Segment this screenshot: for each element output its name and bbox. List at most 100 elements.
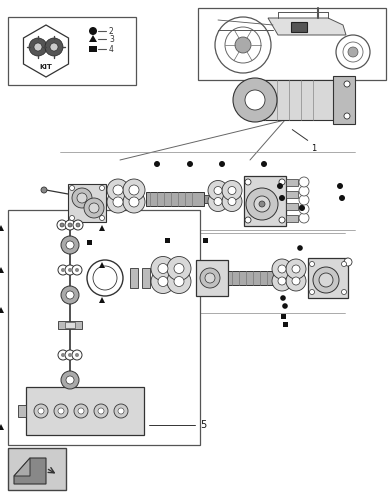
Circle shape [61,371,79,389]
Circle shape [310,290,314,294]
Bar [286,203,298,210]
Circle shape [54,404,68,418]
Circle shape [225,27,261,63]
Circle shape [279,179,285,185]
Circle shape [344,258,352,266]
Bar [283,322,289,326]
Circle shape [77,193,87,203]
Bar [89,46,97,52]
Circle shape [87,260,123,296]
Circle shape [73,220,83,230]
Circle shape [292,265,300,273]
Circle shape [65,220,75,230]
Circle shape [272,259,292,279]
Circle shape [282,303,288,309]
Bar [291,22,307,32]
Bar [87,240,93,244]
Circle shape [75,353,79,357]
Polygon shape [0,307,4,313]
Circle shape [310,262,314,266]
Circle shape [114,404,128,418]
Circle shape [245,90,265,110]
Bar [142,268,150,288]
Circle shape [319,273,333,287]
Circle shape [254,196,270,212]
Circle shape [57,220,67,230]
Circle shape [261,161,267,167]
Text: 2: 2 [109,26,114,36]
Polygon shape [0,267,4,273]
Circle shape [72,350,82,360]
Polygon shape [99,262,105,268]
Text: 1: 1 [311,144,316,153]
Circle shape [208,192,228,212]
Circle shape [235,37,251,53]
Text: 4: 4 [109,44,114,54]
Circle shape [158,276,168,286]
Text: 3: 3 [109,34,114,43]
Circle shape [69,216,74,220]
Bar [165,238,171,242]
Circle shape [167,256,191,280]
Circle shape [118,408,124,414]
Circle shape [277,183,283,189]
Circle shape [336,35,370,69]
Circle shape [38,408,44,414]
Bar [68,184,106,222]
Circle shape [279,217,285,223]
Circle shape [299,177,309,187]
Circle shape [246,188,278,220]
Circle shape [107,179,129,201]
Circle shape [123,191,145,213]
Circle shape [279,195,285,201]
Bar [333,76,355,124]
Circle shape [341,262,347,266]
Bar [65,322,75,328]
Circle shape [299,205,305,211]
Polygon shape [89,35,97,42]
Circle shape [228,186,236,194]
Circle shape [286,259,306,279]
Bar [8,448,66,490]
Circle shape [58,408,64,414]
Circle shape [129,197,139,207]
Text: 5: 5 [200,420,206,430]
Circle shape [93,266,117,290]
Circle shape [208,180,228,201]
Circle shape [174,276,184,286]
Bar [286,191,298,198]
Circle shape [94,404,108,418]
Circle shape [68,223,72,227]
Circle shape [29,38,47,56]
Circle shape [245,179,251,185]
Bar [244,176,286,226]
Circle shape [129,185,139,195]
Circle shape [348,47,358,57]
Bar [228,271,276,285]
Circle shape [34,43,42,51]
Circle shape [299,204,309,214]
Bar [308,258,348,298]
Circle shape [66,376,74,384]
Circle shape [65,265,75,275]
Circle shape [228,198,236,205]
Circle shape [34,404,48,418]
Circle shape [174,264,184,274]
Circle shape [100,216,105,220]
Circle shape [98,408,104,414]
Circle shape [60,223,64,227]
Circle shape [299,213,309,223]
Polygon shape [0,225,4,231]
Circle shape [259,201,265,207]
Circle shape [313,267,339,293]
Circle shape [68,268,72,272]
Circle shape [233,78,277,122]
Polygon shape [268,18,346,35]
Bar [8,17,136,85]
Polygon shape [0,424,4,430]
Circle shape [151,270,175,293]
Circle shape [68,353,72,357]
Circle shape [214,198,222,205]
Circle shape [74,404,88,418]
Circle shape [89,27,97,35]
